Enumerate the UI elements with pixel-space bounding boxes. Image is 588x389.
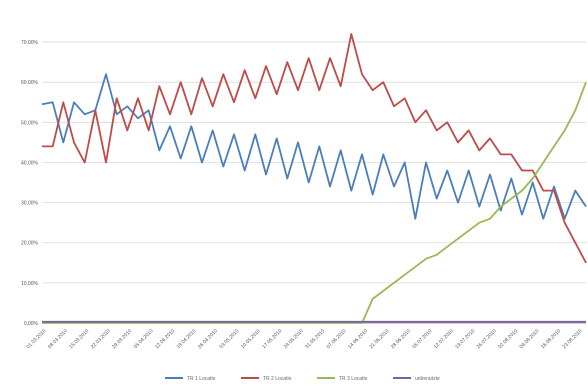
y-tick-label: 30,00% xyxy=(21,201,39,207)
x-tick-label: 09.08.2010 xyxy=(519,328,541,350)
x-tick-label: 28.06.2010 xyxy=(390,328,412,350)
x-tick-label: 19.07.2010 xyxy=(454,328,476,350)
x-tick-label: 10.05.2010 xyxy=(240,328,262,350)
x-tick-label: 02.08.2010 xyxy=(497,328,519,350)
y-tick-label: 60,00% xyxy=(21,80,39,86)
legend-label: unbenutzte xyxy=(415,376,440,382)
x-tick-label: 05.07.2010 xyxy=(411,328,433,350)
x-tick-label: 12.04.2010 xyxy=(154,328,176,350)
x-tick-label: 01.03.2010 xyxy=(25,328,47,350)
series-lines xyxy=(41,33,587,324)
x-tick-label: 12.07.2010 xyxy=(433,328,455,350)
x-tick-label: 03.05.2010 xyxy=(218,328,240,350)
series-line xyxy=(41,73,587,220)
x-tick-label: 26.07.2010 xyxy=(476,328,498,350)
x-tick-label: 26.04.2010 xyxy=(197,328,219,350)
x-tick-label: 19.04.2010 xyxy=(176,328,198,350)
y-tick-label: 40,00% xyxy=(21,160,39,166)
y-tick-label: 0,00% xyxy=(24,321,39,327)
x-tick-label: 29.03.2010 xyxy=(111,328,133,350)
x-tick-label: 24.05.2010 xyxy=(283,328,305,350)
x-tick-label: 31.05.2010 xyxy=(304,328,326,350)
gridlines xyxy=(42,41,586,324)
y-tick-label: 20,00% xyxy=(21,241,39,247)
x-tick-label: 23.08.2010 xyxy=(561,328,583,350)
x-tick-label: 17.05.2010 xyxy=(261,328,283,350)
series-line xyxy=(42,33,587,264)
legend-label: TR 3 Locatio xyxy=(339,376,368,382)
x-tick-label: 15.03.2010 xyxy=(68,328,90,350)
x-tick-label: 22.03.2010 xyxy=(90,328,112,350)
legend: TR 1 Locatio TR 2 Locatio TR 3 Locatio unbe… xyxy=(165,376,440,382)
x-tick-label: 21.06.2010 xyxy=(369,328,391,350)
series-line xyxy=(42,81,587,324)
y-tick-label: 50,00% xyxy=(21,120,39,126)
x-tick-label: 08.03.2010 xyxy=(47,328,69,350)
legend-label: TR 1 Locatio xyxy=(187,376,216,382)
y-tick-label: 10,00% xyxy=(21,281,39,287)
x-tick-label: 14.06.2010 xyxy=(347,328,369,350)
x-tick-label: 07.06.2010 xyxy=(326,328,348,350)
x-tick-label: 05.04.2010 xyxy=(133,328,155,350)
x-axis-tick-labels: 01.03.2010 08.03.2010 15.03.2010 22.03.2010… xyxy=(25,328,583,350)
legend-label: TR 2 Locatio xyxy=(263,376,292,382)
y-tick-label: 70,00% xyxy=(21,40,39,46)
x-tick-label: 16.08.2010 xyxy=(540,328,562,350)
y-axis-tick-labels: 0,00% 10,00% 20,00% 30,00% 40,00% 50,00% 60,00… xyxy=(21,40,39,327)
